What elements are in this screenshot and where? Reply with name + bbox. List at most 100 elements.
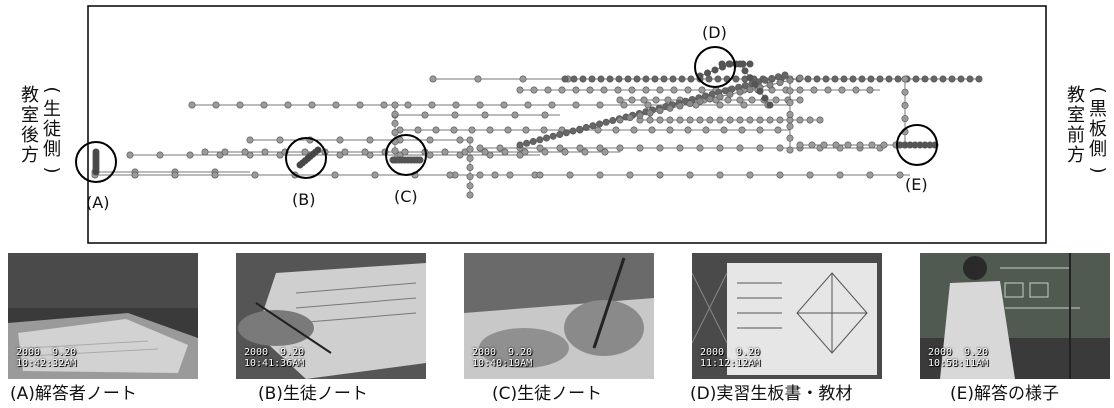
trajectory-point xyxy=(570,75,578,83)
trajectory-point xyxy=(706,95,714,103)
left-side-label: ( 生 徒 側 ) 教 室 後 方 xyxy=(21,85,63,174)
trajectory-point xyxy=(736,88,744,96)
trajectory-point xyxy=(500,101,508,109)
trajectory-point xyxy=(391,119,399,127)
right-label-char: 板 xyxy=(1089,119,1107,140)
trajectory-point xyxy=(716,171,724,179)
trajectory-point xyxy=(716,144,724,152)
trajectory-point xyxy=(746,116,754,124)
trajectory-point xyxy=(516,86,524,94)
trajectory-point xyxy=(656,171,664,179)
trajectory-point xyxy=(966,75,974,83)
trajectory-point xyxy=(832,141,840,149)
left-label-char: 室 xyxy=(21,105,39,126)
trajectory-point xyxy=(404,101,412,109)
trajectory-point xyxy=(541,111,549,119)
trajectory-point xyxy=(804,75,812,83)
trajectory-point xyxy=(813,75,821,83)
trajectory-point xyxy=(856,141,864,149)
trajectory-point xyxy=(614,86,622,94)
right-side-label: ( 黒 板 側 ) 教 室 前 方 xyxy=(1067,85,1109,174)
trajectory-point xyxy=(496,144,504,152)
photo-student-notebook-1: 2000 9.20 10:41:36AM xyxy=(236,253,426,379)
trajectory-point xyxy=(428,101,436,109)
trajectory-point xyxy=(491,171,499,179)
trajectory-point xyxy=(308,101,316,109)
trajectory-point xyxy=(736,60,744,68)
photo-timestamp: 2000 9.20 10:41:36AM xyxy=(244,347,305,369)
trajectory-point xyxy=(896,171,904,179)
trajectory-point xyxy=(361,148,369,156)
trajectory-point xyxy=(466,191,474,199)
trajectory-point xyxy=(522,126,530,134)
trajectory-point xyxy=(686,100,694,108)
trajectory-point xyxy=(391,129,399,137)
trajectory-point xyxy=(741,67,749,75)
trajectory-point xyxy=(796,141,804,149)
trajectory-point xyxy=(276,136,284,144)
trajectory-point xyxy=(519,75,527,83)
trajectory-point xyxy=(516,141,524,149)
trajectory-point xyxy=(716,116,724,124)
trajectory-point xyxy=(523,139,531,147)
trajectory-point xyxy=(746,86,754,94)
notebook-image xyxy=(236,253,426,379)
trajectory-point xyxy=(506,171,514,179)
trajectory-point xyxy=(511,111,519,119)
marker-a-label: (A) xyxy=(86,193,109,212)
trajectory-point xyxy=(446,171,454,179)
diagram-frame xyxy=(87,5,1047,244)
trajectory-point xyxy=(736,116,744,124)
trajectory-point xyxy=(596,101,604,109)
trajectory-point xyxy=(912,75,920,83)
caption-student-notebook-1: (B)生徒ノート xyxy=(258,384,368,404)
trajectory-point xyxy=(698,86,706,94)
photo-answer-scene: 2000 9.20 10:58:11AM xyxy=(920,253,1110,379)
trajectory-point xyxy=(808,141,816,149)
trajectory-point xyxy=(451,111,459,119)
caption-blackboard-material: (D)実習生板書・教材 xyxy=(690,384,853,404)
trajectory-point xyxy=(876,75,884,83)
trajectory-point xyxy=(572,86,580,94)
trajectory-point xyxy=(616,116,624,124)
trajectory-point xyxy=(642,75,650,83)
trajectory-point xyxy=(748,96,756,104)
trajectory-point xyxy=(648,126,656,134)
trajectory-point xyxy=(540,126,548,134)
trajectory-point xyxy=(716,101,724,109)
trajectory-point xyxy=(609,117,617,125)
trajectory-point xyxy=(414,126,422,134)
trajectory-point xyxy=(260,101,268,109)
left-label-char: 方 xyxy=(21,145,39,166)
trajectory-point xyxy=(741,82,749,90)
trajectory-point xyxy=(341,148,349,156)
left-label-char: 教 xyxy=(21,85,39,106)
trajectory-point xyxy=(786,134,794,142)
left-label-char: 生 xyxy=(43,99,61,120)
trajectory-point xyxy=(600,86,608,94)
trajectory-point xyxy=(824,86,832,94)
trajectory-point xyxy=(664,96,672,104)
trajectory-point xyxy=(726,90,734,98)
trajectory-point xyxy=(371,171,379,179)
blackboard-image xyxy=(692,253,882,379)
trajectory-point xyxy=(660,75,668,83)
marker-b-label: (B) xyxy=(292,190,315,209)
trajectory-point xyxy=(676,116,684,124)
trajectory-point xyxy=(597,75,605,83)
right-label-char: 方 xyxy=(1067,145,1085,166)
trajectory-point xyxy=(901,88,909,96)
trajectory-point xyxy=(602,118,610,126)
trajectory-point xyxy=(589,122,597,130)
trajectory-point xyxy=(452,101,460,109)
trajectory-point xyxy=(620,101,628,109)
trajectory-points xyxy=(91,60,983,199)
trajectory-point xyxy=(466,164,474,172)
trajectory-point xyxy=(786,99,794,107)
trajectory-point xyxy=(796,96,804,104)
trajectory-point xyxy=(188,101,196,109)
trajectory-point xyxy=(684,86,692,94)
trajectory-point xyxy=(186,151,194,159)
trajectory-point xyxy=(656,107,664,115)
trajectory-point xyxy=(421,111,429,119)
